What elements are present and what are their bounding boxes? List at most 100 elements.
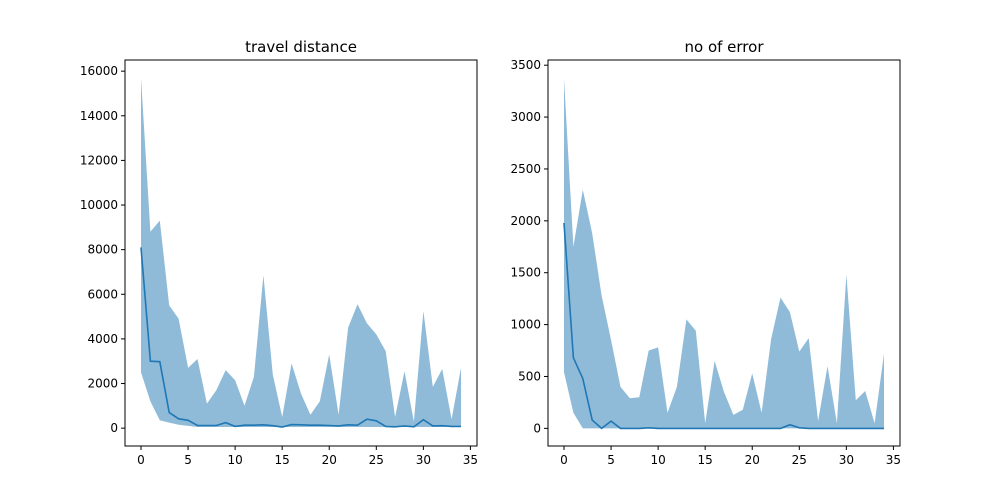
x-tick-label: 5 (607, 453, 615, 467)
data-point (178, 418, 180, 420)
data-point (206, 425, 208, 427)
data-point (789, 424, 791, 426)
data-point (394, 426, 396, 428)
data-point (610, 420, 612, 422)
data-point (638, 428, 640, 430)
y-tick-label: 500 (518, 369, 541, 383)
data-point (263, 424, 265, 426)
x-tick-label: 20 (322, 453, 337, 467)
data-point (253, 424, 255, 426)
data-point (357, 424, 359, 426)
data-point (441, 425, 443, 427)
data-point (197, 425, 199, 427)
data-point (272, 425, 274, 427)
data-point (601, 428, 603, 430)
y-axis-ticks: 0 500 1000 1500 2000 2500 3000 3500 (510, 58, 548, 435)
y-tick-label: 0 (110, 421, 118, 435)
data-point (808, 428, 810, 430)
data-point (629, 428, 631, 430)
x-tick-label: 0 (137, 453, 145, 467)
x-tick-label: 25 (369, 453, 384, 467)
data-point (591, 419, 593, 421)
data-point (244, 424, 246, 426)
data-point (864, 428, 866, 430)
data-point (582, 378, 584, 380)
data-point (874, 428, 876, 430)
plot-frame (124, 59, 478, 447)
data-point (310, 424, 312, 426)
data-point (761, 428, 763, 430)
chart-title: travel distance (245, 38, 357, 56)
chart-panel-no-of-error: 0 5 10 15 20 25 30 35 0 500 1000 1500 2000 2500 3000 3… (510, 38, 901, 467)
data-point (686, 428, 688, 430)
x-tick-label: 0 (560, 453, 568, 467)
y-tick-label: 10000 (80, 198, 118, 212)
data-point (573, 357, 575, 359)
chart-title: no of error (685, 38, 765, 56)
x-tick-label: 35 (886, 453, 901, 467)
data-point (657, 428, 659, 430)
y-tick-label: 0 (533, 421, 541, 435)
std-band (564, 78, 884, 429)
y-tick-label: 3000 (510, 110, 541, 124)
band-layer (141, 77, 461, 428)
line-layer (563, 222, 884, 430)
chart-panel-travel-distance: 0 5 10 15 20 25 30 35 0 2000 4000 6000 8000 10000 120… (80, 38, 478, 467)
data-point (300, 424, 302, 426)
y-axis-ticks: 0 2000 4000 6000 8000 10000 12000 14000 16000 (80, 64, 125, 435)
x-tick-label: 20 (745, 453, 760, 467)
data-point (423, 419, 425, 421)
y-tick-label: 8000 (87, 243, 118, 257)
data-point (319, 424, 321, 426)
data-point (648, 427, 650, 429)
data-point (140, 247, 142, 249)
data-point (676, 428, 678, 430)
data-point (432, 425, 434, 427)
data-point (563, 222, 565, 224)
x-axis-ticks: 0 5 10 15 20 25 30 35 (560, 446, 901, 467)
data-point (225, 422, 227, 424)
y-tick-label: 2000 (87, 377, 118, 391)
y-tick-label: 1000 (510, 318, 541, 332)
data-point (460, 426, 462, 428)
data-point (451, 426, 453, 428)
x-tick-label: 15 (275, 453, 290, 467)
x-tick-label: 10 (650, 453, 665, 467)
data-point (742, 428, 744, 430)
data-point (620, 428, 622, 430)
data-point (347, 424, 349, 426)
y-tick-label: 16000 (80, 64, 118, 78)
data-point (328, 425, 330, 427)
data-point (714, 428, 716, 430)
data-point (338, 425, 340, 427)
y-tick-label: 4000 (87, 332, 118, 346)
data-point (385, 426, 387, 428)
data-point (404, 425, 406, 427)
data-point (855, 428, 857, 430)
data-point (846, 428, 848, 430)
data-point (234, 426, 236, 428)
band-layer (564, 78, 884, 429)
x-tick-label: 30 (839, 453, 854, 467)
data-point (215, 425, 217, 427)
x-tick-label: 15 (698, 453, 713, 467)
x-tick-label: 5 (184, 453, 192, 467)
y-tick-label: 6000 (87, 287, 118, 301)
x-axis-ticks: 0 5 10 15 20 25 30 35 (137, 446, 478, 467)
data-point (780, 428, 782, 430)
data-point (168, 412, 170, 414)
mean-line (140, 247, 461, 428)
y-tick-label: 2500 (510, 162, 541, 176)
data-point (733, 428, 735, 430)
data-point (667, 428, 669, 430)
std-band (141, 77, 461, 428)
data-point (827, 428, 829, 430)
data-point (187, 419, 189, 421)
data-point (366, 418, 368, 420)
data-point (770, 428, 772, 430)
x-tick-label: 35 (463, 453, 478, 467)
mean-line (563, 222, 884, 430)
data-point (704, 428, 706, 430)
x-tick-label: 25 (792, 453, 807, 467)
